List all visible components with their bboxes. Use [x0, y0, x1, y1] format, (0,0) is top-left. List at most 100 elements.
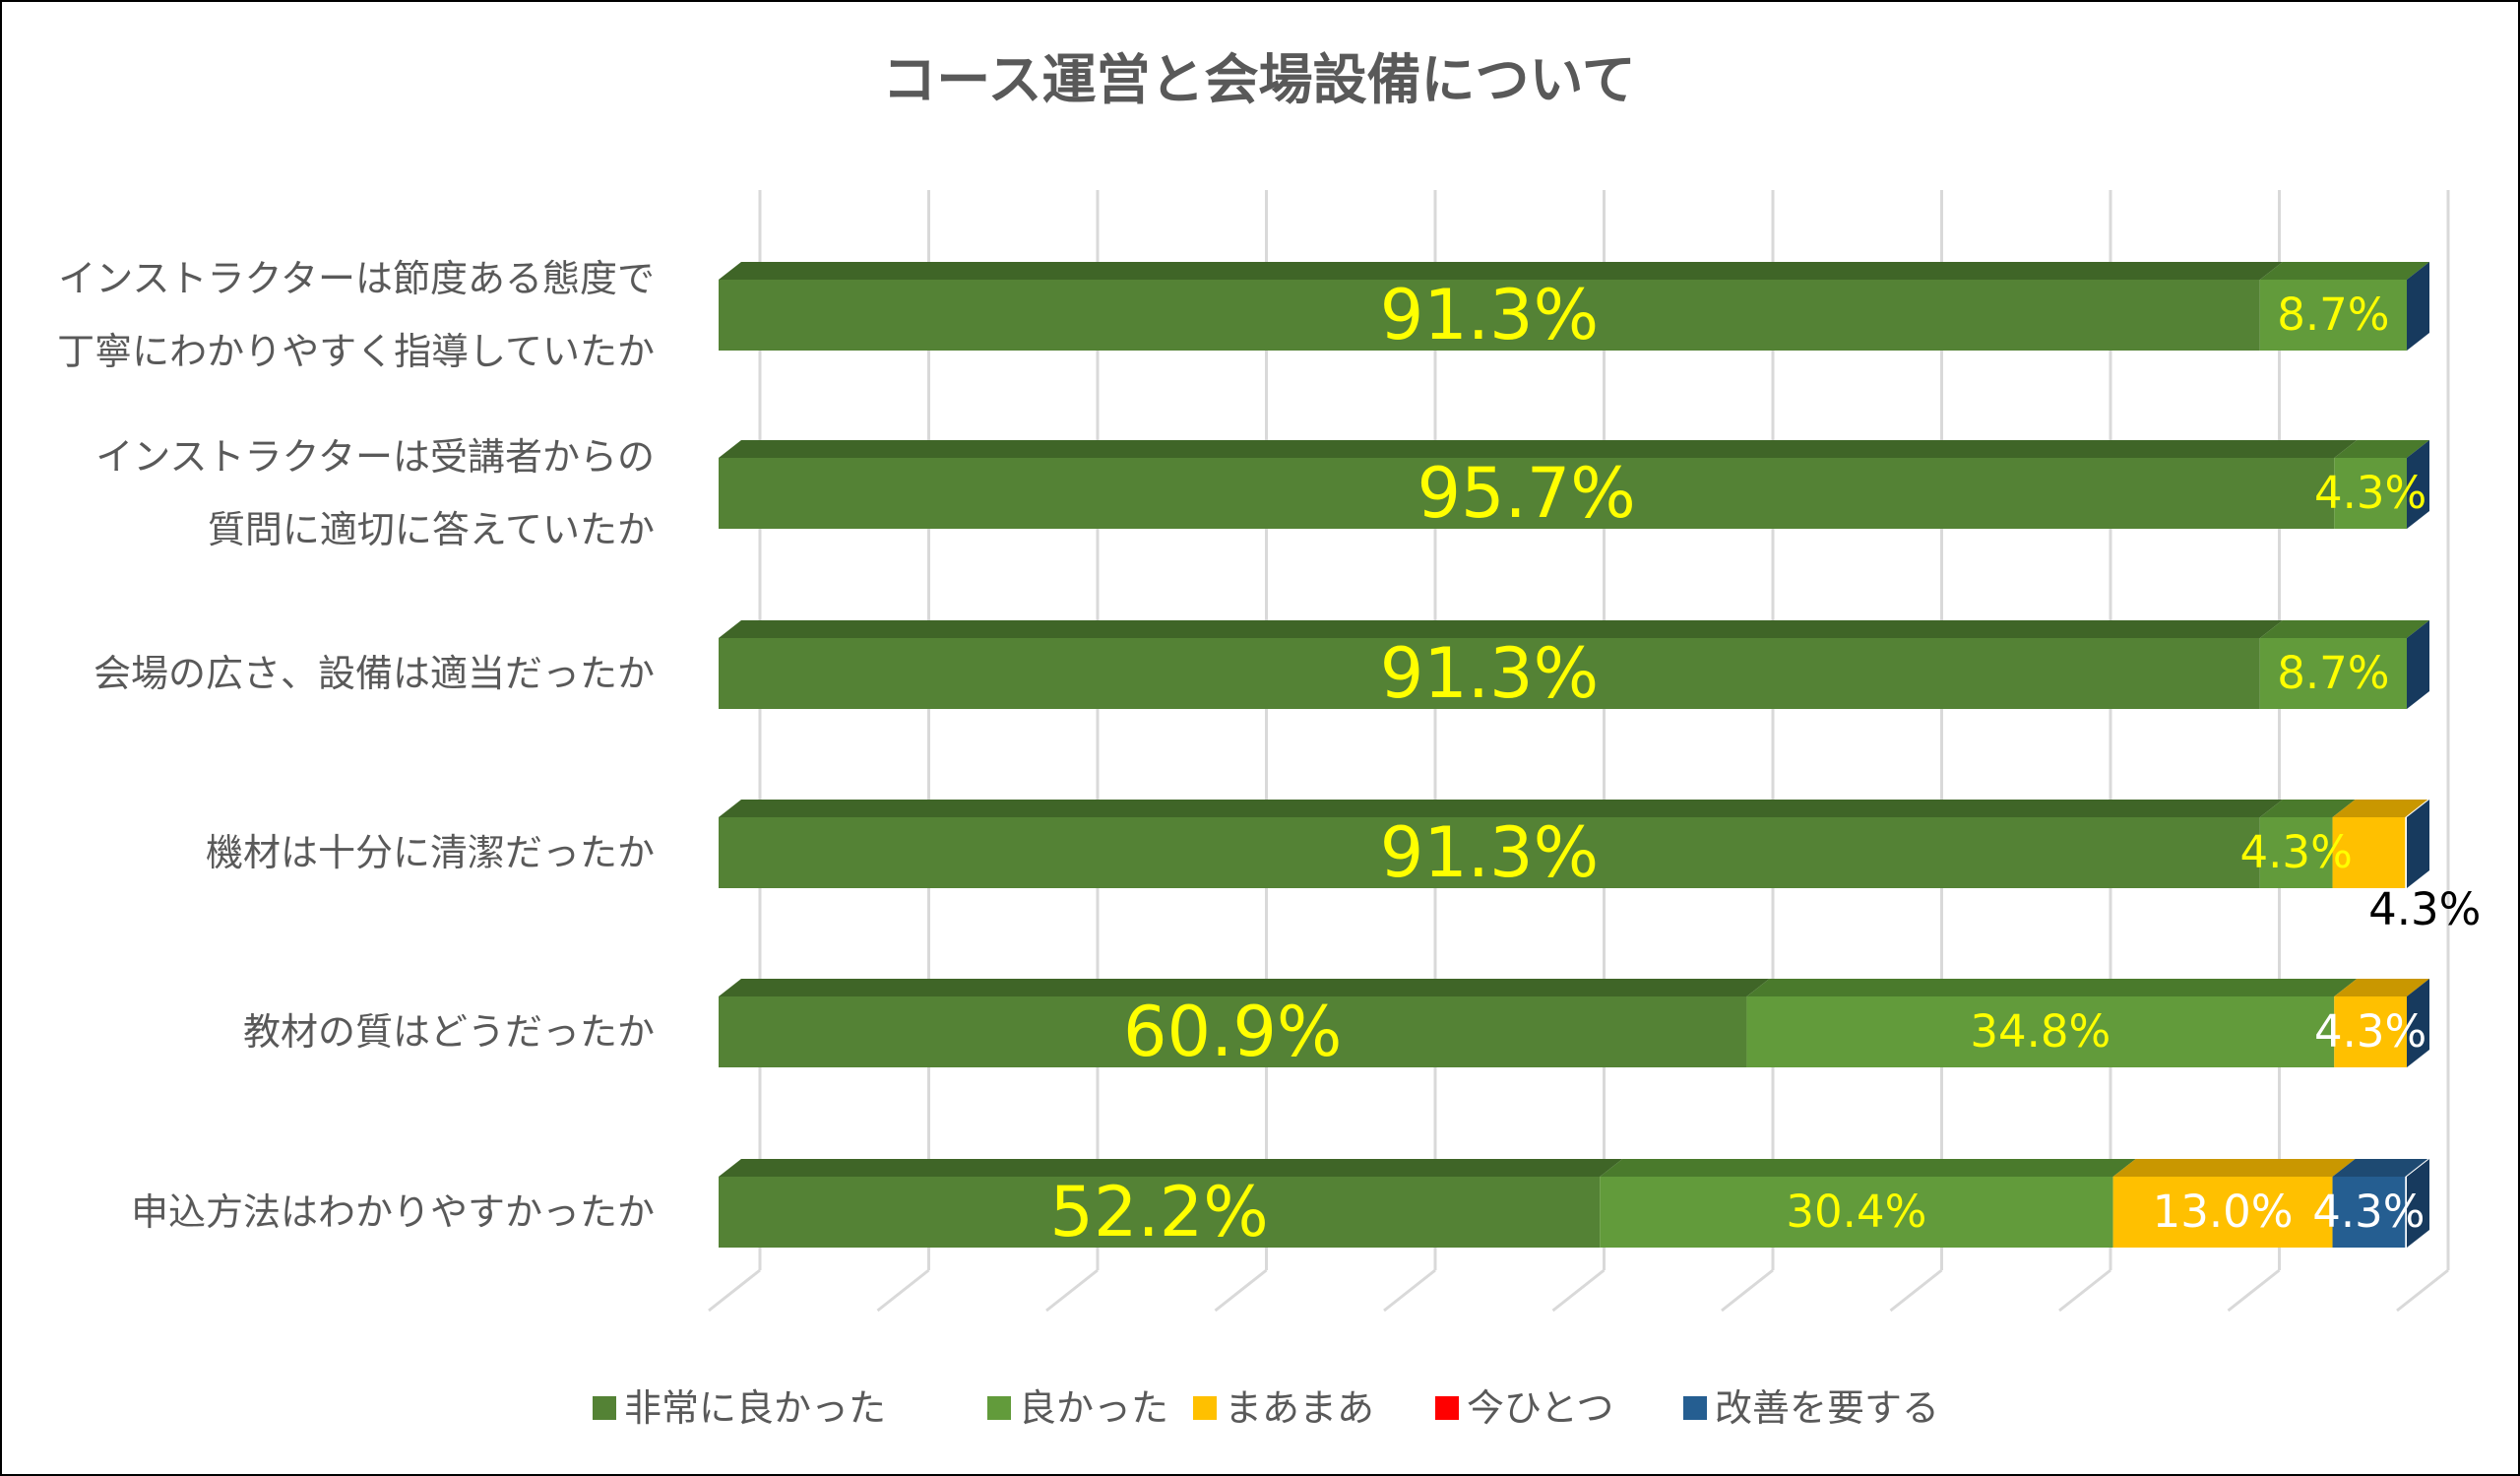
data-label: 30.4%	[1786, 1186, 1926, 1238]
floor-gridline	[2396, 1268, 2449, 1313]
data-label: 91.3%	[1380, 275, 1599, 355]
floor-gridline	[1551, 1268, 1606, 1313]
data-label: 95.7%	[1417, 453, 1635, 534]
bar-segment-top	[2334, 440, 2429, 458]
gridlines	[708, 190, 2450, 1313]
bar-segment	[2334, 996, 2407, 1067]
legend-swatch	[1435, 1396, 1459, 1420]
legend-swatch	[1683, 1396, 1707, 1420]
bar-side-face	[2407, 979, 2429, 1067]
bar-segment	[2259, 638, 2407, 709]
legend-item: まあまあ	[1193, 1386, 1374, 1430]
bar-segment	[719, 996, 1747, 1067]
bar-segment	[719, 638, 2260, 709]
category-label-line: インストラクターは節度ある態度で	[58, 257, 655, 300]
bar-segment	[1746, 996, 2335, 1067]
bar-segment	[2112, 1177, 2333, 1248]
bar-segment	[719, 458, 2335, 529]
floor-gridline	[1383, 1268, 1436, 1313]
bar-segment-top	[719, 620, 2283, 638]
legend-label: 良かった	[1019, 1386, 1168, 1430]
floor-gridline	[1214, 1268, 1268, 1313]
bar-segment-top	[2259, 262, 2429, 280]
category-label: 会場の広さ、設備は適当だったか	[94, 652, 655, 695]
legend-item: 改善を要する	[1683, 1386, 1939, 1430]
floor-gridline	[2058, 1268, 2111, 1313]
category-label-line: インストラクターは受講者からの	[95, 435, 655, 479]
legend-label: 非常に良かった	[624, 1386, 886, 1430]
bar-side-face	[2407, 1159, 2429, 1248]
bar-segment	[2332, 817, 2406, 888]
bar-segment	[719, 1177, 1601, 1248]
bar-segment-top	[1600, 1159, 2136, 1177]
bar-segment-top	[2332, 800, 2428, 817]
data-label: 4.3%	[2312, 1186, 2425, 1238]
legend-label: 改善を要する	[1715, 1386, 1939, 1430]
floor-gridline	[708, 1268, 761, 1313]
data-label: 8.7%	[2277, 647, 2389, 699]
bar-segment	[2332, 1177, 2406, 1248]
category-label-line: 丁寧にわかりやすく指導していたか	[57, 330, 655, 373]
data-label: 13.0%	[2153, 1186, 2294, 1238]
data-label: 60.9%	[1123, 992, 1342, 1072]
data-label: 4.3%	[2314, 467, 2426, 519]
floor-gridline	[1889, 1268, 1943, 1313]
bar-segment	[2334, 458, 2407, 529]
bar-side-face	[2407, 800, 2429, 888]
floor-gridline	[1721, 1268, 1774, 1313]
legend-item: 非常に良かった	[593, 1386, 886, 1430]
category-label: 機材は十分に清潔だったか	[206, 831, 655, 874]
bar-segment-top	[2334, 979, 2429, 996]
bar-segment-top	[719, 262, 2283, 280]
bars	[719, 262, 2429, 1248]
data-labels: 91.3% 8.7% 95.7% 4.3% 91.3% 8.7% 91.3% 4.3% 4.3%…	[1049, 275, 2481, 1252]
bar-segment-top	[719, 1159, 1623, 1177]
category-label-line: 教材の質はどうだったか	[243, 1010, 655, 1054]
data-label: 4.3%	[2368, 883, 2481, 935]
data-label: 52.2%	[1049, 1172, 1268, 1252]
bar-side-face	[2407, 440, 2429, 529]
bar-segment	[719, 280, 2260, 351]
bar-segment-top	[719, 440, 2358, 458]
bar-segment	[2259, 817, 2333, 888]
category-labels: インストラクターは節度ある態度で丁寧にわかりやすく指導していたかインストラクター…	[57, 257, 655, 1234]
legend-swatch	[593, 1396, 616, 1420]
legend: 非常に良かった 良かった まあまあ 今ひとつ 改善を要する	[593, 1386, 1939, 1430]
data-label: 91.3%	[1380, 633, 1599, 714]
data-label: 34.8%	[1970, 1005, 2110, 1058]
floor-gridline	[1045, 1268, 1099, 1313]
bar-segment-top	[2112, 1159, 2356, 1177]
category-label: インストラクターは節度ある態度で丁寧にわかりやすく指導していたか	[57, 257, 655, 373]
bar-segment	[2259, 280, 2407, 351]
bar-segment-top	[719, 979, 1770, 996]
bar-segment	[719, 817, 2260, 888]
category-label-line: 会場の広さ、設備は適当だったか	[94, 652, 655, 695]
data-label: 4.3%	[2240, 826, 2353, 878]
category-label: 教材の質はどうだったか	[243, 1010, 655, 1054]
legend-label: 今ひとつ	[1467, 1386, 1613, 1430]
bar-segment-top	[2259, 620, 2429, 638]
bar-segment-top	[2259, 800, 2356, 817]
category-label-line: 申込方法はわかりやすかったか	[131, 1190, 655, 1234]
legend-item: 良かった	[987, 1386, 1168, 1430]
bar-segment-top	[2332, 1159, 2428, 1177]
bar-segment	[1600, 1177, 2113, 1248]
bar-segment-top	[1746, 979, 2358, 996]
category-label: 申込方法はわかりやすかったか	[131, 1190, 655, 1234]
chart-title: コース運営と会場設備について	[882, 48, 1636, 111]
category-label-line: 質問に適切に答えていたか	[208, 508, 655, 551]
floor-gridline	[2227, 1268, 2281, 1313]
floor-gridline	[876, 1268, 930, 1313]
legend-item: 今ひとつ	[1435, 1386, 1613, 1430]
data-label: 8.7%	[2277, 289, 2389, 341]
bar-side-face	[2407, 620, 2429, 709]
data-label: 4.3%	[2314, 1005, 2426, 1058]
data-label: 91.3%	[1380, 812, 1599, 893]
legend-swatch	[987, 1396, 1011, 1420]
category-label-line: 機材は十分に清潔だったか	[206, 831, 655, 874]
legend-swatch	[1193, 1396, 1217, 1420]
bar-side-face	[2407, 262, 2429, 351]
legend-label: まあまあ	[1225, 1386, 1374, 1430]
category-label: インストラクターは受講者からの質問に適切に答えていたか	[95, 435, 655, 551]
